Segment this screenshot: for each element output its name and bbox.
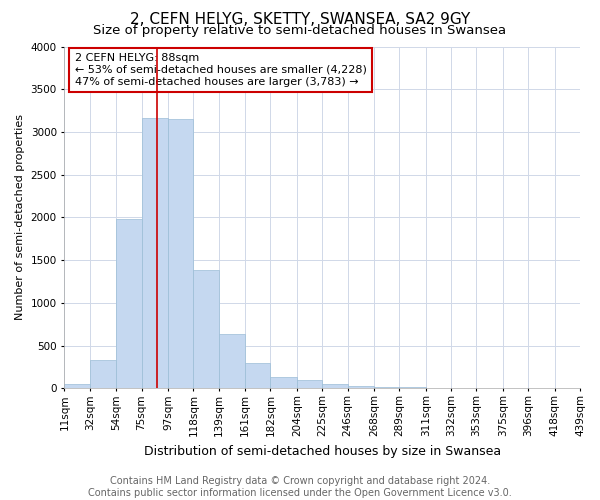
Bar [297, 380, 322, 388]
Bar [347, 386, 374, 388]
Y-axis label: Number of semi-detached properties: Number of semi-detached properties [15, 114, 25, 320]
Text: Contains HM Land Registry data © Crown copyright and database right 2024.
Contai: Contains HM Land Registry data © Crown c… [88, 476, 512, 498]
Bar [193, 270, 218, 388]
X-axis label: Distribution of semi-detached houses by size in Swansea: Distribution of semi-detached houses by … [143, 444, 501, 458]
Bar [142, 118, 168, 388]
Bar [116, 219, 142, 388]
Bar [245, 363, 271, 388]
Bar [271, 376, 297, 388]
Text: 2 CEFN HELYG: 88sqm
← 53% of semi-detached houses are smaller (4,228)
47% of sem: 2 CEFN HELYG: 88sqm ← 53% of semi-detach… [75, 54, 367, 86]
Bar [218, 334, 245, 388]
Text: Size of property relative to semi-detached houses in Swansea: Size of property relative to semi-detach… [94, 24, 506, 37]
Bar [322, 384, 347, 388]
Text: 2, CEFN HELYG, SKETTY, SWANSEA, SA2 9GY: 2, CEFN HELYG, SKETTY, SWANSEA, SA2 9GY [130, 12, 470, 28]
Bar [374, 387, 400, 388]
Bar [168, 119, 193, 388]
Bar [400, 387, 426, 388]
Bar [64, 384, 90, 388]
Bar [90, 360, 116, 388]
